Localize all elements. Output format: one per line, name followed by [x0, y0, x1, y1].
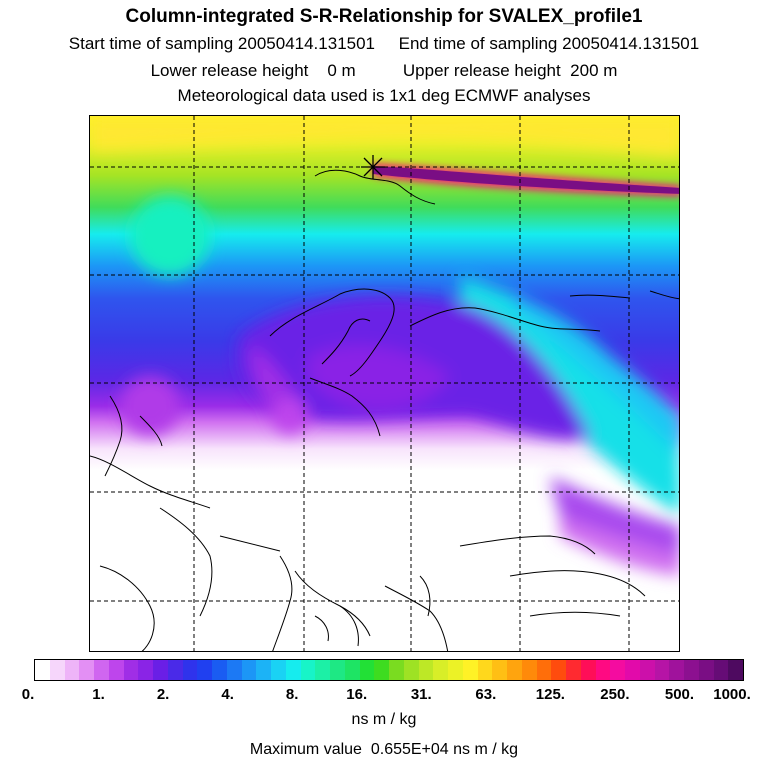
colorbar-tick-label: 250.	[600, 686, 630, 703]
colorbar-swatch	[728, 660, 743, 680]
end-time-label: End time of sampling	[398, 34, 558, 53]
colorbar-swatch	[625, 660, 640, 680]
colorbar-swatch	[389, 660, 404, 680]
colorbar-swatch	[35, 660, 50, 680]
max-value-unit: ns m / kg	[453, 741, 519, 758]
colorbar-tick-label: 0.	[21, 686, 35, 703]
colorbar-swatch	[492, 660, 507, 680]
colorbar-swatch	[551, 660, 566, 680]
colorbar-swatch	[610, 660, 625, 680]
colorbar-swatch	[713, 660, 729, 680]
colorbar-tick-label: 500.	[664, 686, 695, 703]
release-site-icon	[361, 155, 385, 179]
colorbar-swatch	[241, 660, 257, 680]
colorbar-swatch	[477, 660, 493, 680]
map-canvas	[90, 116, 679, 651]
colorbar-swatch	[330, 660, 345, 680]
colorbar-tick-label: 125.	[535, 686, 565, 703]
release-heights: Lower release height 0 m Upper release h…	[0, 61, 768, 81]
sampling-times: Start time of sampling 20050414.131501 E…	[0, 34, 768, 54]
colorbar-swatch	[595, 660, 611, 680]
upper-height-label: Upper release height	[402, 61, 561, 80]
colorbar-swatch	[536, 660, 552, 680]
colorbar-swatch	[212, 660, 227, 680]
colorbar-tick-label: 1.	[92, 686, 105, 703]
colorbar-tick-label: 63.	[475, 686, 497, 703]
colorbar-swatch	[123, 660, 139, 680]
colorbar-swatch	[226, 660, 242, 680]
lower-height-label: Lower release height	[150, 61, 309, 80]
colorbar-swatch	[462, 660, 478, 680]
colorbar-tick-label: 16.	[346, 686, 368, 703]
colorbar-swatch	[49, 660, 65, 680]
colorbar-swatch	[374, 660, 389, 680]
colorbar-swatch	[285, 660, 301, 680]
plume-core	[373, 166, 679, 194]
colorbar-swatch	[94, 660, 109, 680]
colorbar-swatch	[138, 660, 153, 680]
colorbar-swatch	[64, 660, 80, 680]
colorbar-swatch	[433, 660, 448, 680]
sensitivity-map	[89, 115, 680, 652]
colorbar-unit: ns m / kg	[351, 711, 417, 728]
colorbar-swatch	[507, 660, 522, 680]
map-title: Column-integrated S-R-Relationship for S…	[125, 6, 643, 27]
colorbar-swatch	[344, 660, 360, 680]
colorbar-tick-label: 2.	[156, 686, 170, 703]
colorbar-swatch	[271, 660, 286, 680]
colorbar-swatch	[403, 660, 419, 680]
end-time-value: 20050414.131501	[562, 34, 700, 53]
colorbar-swatch	[521, 660, 537, 680]
coastlines	[90, 169, 679, 651]
max-value-number: 0.655E+04	[370, 741, 449, 758]
colorbar-swatch	[639, 660, 655, 680]
colorbar-swatch	[698, 660, 714, 680]
met-data-note: Meteorological data used is 1x1 deg ECMW…	[177, 86, 591, 105]
colorbar	[34, 659, 744, 681]
colorbar-swatch	[167, 660, 183, 680]
colorbar-swatch	[108, 660, 124, 680]
start-time-label: Start time of sampling	[68, 34, 234, 53]
lower-height-value: 0 m	[327, 61, 356, 80]
colorbar-swatch	[684, 660, 699, 680]
colorbar-swatch	[300, 660, 316, 680]
colorbar-tick-label: 1000.	[713, 686, 751, 703]
colorbar-swatch	[79, 660, 94, 680]
start-time-value: 20050414.131501	[237, 34, 376, 53]
colorbar-swatch	[197, 660, 212, 680]
field-anomalies	[90, 116, 679, 576]
colorbar-swatch	[654, 660, 670, 680]
colorbar-swatch	[182, 660, 198, 680]
grid-lines	[90, 116, 679, 651]
colorbar-swatch	[153, 660, 168, 680]
colorbar-tick-label: 31.	[410, 686, 432, 703]
colorbar-swatch	[418, 660, 434, 680]
colorbar-swatch	[359, 660, 375, 680]
colorbar-tick-label: 8.	[285, 686, 299, 703]
upper-height-value: 200 m	[570, 61, 618, 80]
colorbar-swatch	[256, 660, 271, 680]
colorbar-swatch	[669, 660, 684, 680]
colorbar-swatch	[315, 660, 330, 680]
colorbar-tick-label: 4.	[221, 686, 234, 703]
colorbar-swatch	[580, 660, 596, 680]
maximum-value: Maximum value 0.655E+04 ns m / kg	[0, 741, 768, 759]
colorbar-swatch	[448, 660, 463, 680]
colorbar-swatch	[566, 660, 581, 680]
max-value-label: Maximum value	[249, 741, 362, 758]
